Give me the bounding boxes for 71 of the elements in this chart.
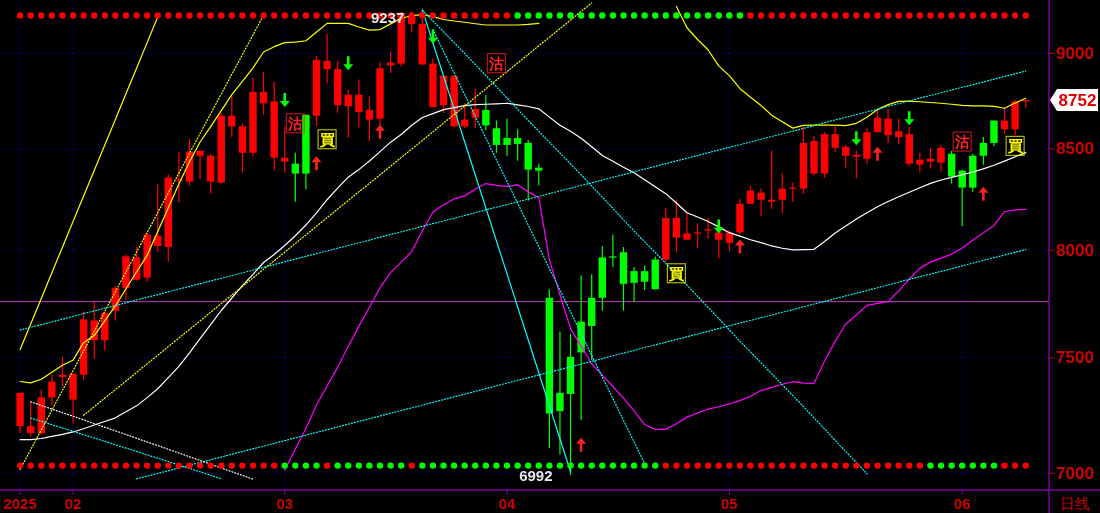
candlestick — [48, 374, 56, 406]
point — [872, 146, 883, 161]
candlestick — [344, 89, 352, 139]
y-tick-label: 8500 — [1056, 139, 1094, 159]
y-tick-label: 9000 — [1056, 43, 1094, 63]
candlestick — [355, 78, 363, 128]
candlestick — [746, 185, 755, 205]
point — [279, 93, 290, 108]
candlestick — [937, 144, 945, 173]
signal: 沽 — [954, 133, 970, 151]
y-tick-label: 7000 — [1056, 463, 1094, 483]
candlestick — [916, 152, 924, 174]
signal: 買 — [668, 264, 684, 282]
candlestick — [852, 150, 861, 180]
x-tick-label: 06 — [953, 494, 971, 512]
candlestick — [842, 144, 850, 169]
point — [734, 239, 745, 254]
candlestick — [640, 265, 649, 291]
point — [978, 186, 989, 201]
candlestick — [281, 125, 289, 174]
signal: 買 — [1007, 137, 1023, 155]
candlestick — [725, 229, 734, 252]
candlestick — [27, 401, 35, 438]
candlestick — [365, 95, 374, 142]
candlestick — [513, 128, 522, 162]
candlestick — [492, 119, 501, 154]
candlestick — [609, 233, 617, 268]
candlestick — [757, 188, 765, 217]
x-tick-label: 2025 — [3, 494, 37, 512]
point — [713, 219, 724, 234]
candlestick — [979, 136, 988, 166]
y-tick-label: 8000 — [1056, 240, 1094, 260]
candlestick — [884, 108, 892, 144]
point — [851, 131, 862, 146]
candlestick — [831, 125, 839, 153]
candlestick — [672, 199, 681, 253]
point — [904, 111, 915, 126]
point — [343, 56, 354, 71]
signal: 沽 — [488, 54, 504, 72]
annotation: 6992 — [519, 466, 553, 484]
point — [311, 156, 322, 171]
x-tick-label: 02 — [64, 494, 82, 512]
candlestick — [894, 118, 903, 145]
candlestick — [196, 150, 204, 181]
candlestick — [926, 147, 935, 170]
x-tick-label: 05 — [720, 494, 738, 512]
candlestick — [535, 163, 543, 187]
candlestick — [683, 212, 691, 241]
last-price: 8752 — [1050, 89, 1098, 112]
candlestick — [556, 330, 564, 455]
candlestick — [767, 150, 776, 210]
candlestick — [291, 152, 300, 203]
candlestick — [990, 119, 998, 147]
candlestick — [693, 222, 702, 249]
x-axis-title: 日线 — [1059, 494, 1090, 512]
candlestick — [630, 266, 638, 303]
point — [576, 437, 587, 452]
signal: 買 — [319, 130, 335, 148]
x-tick-label: 04 — [498, 494, 517, 512]
candlestick — [947, 150, 956, 185]
point — [375, 124, 386, 139]
candlestick — [503, 118, 511, 157]
x-tick-label: 03 — [276, 494, 294, 512]
y-tick-label: 7500 — [1056, 348, 1094, 368]
candlestick — [259, 71, 268, 116]
line-series — [83, 2, 593, 416]
candlestick — [704, 217, 712, 240]
candlestick — [323, 33, 331, 84]
candlestick — [482, 94, 490, 131]
candlestick — [228, 95, 236, 138]
candlestick — [778, 172, 786, 214]
